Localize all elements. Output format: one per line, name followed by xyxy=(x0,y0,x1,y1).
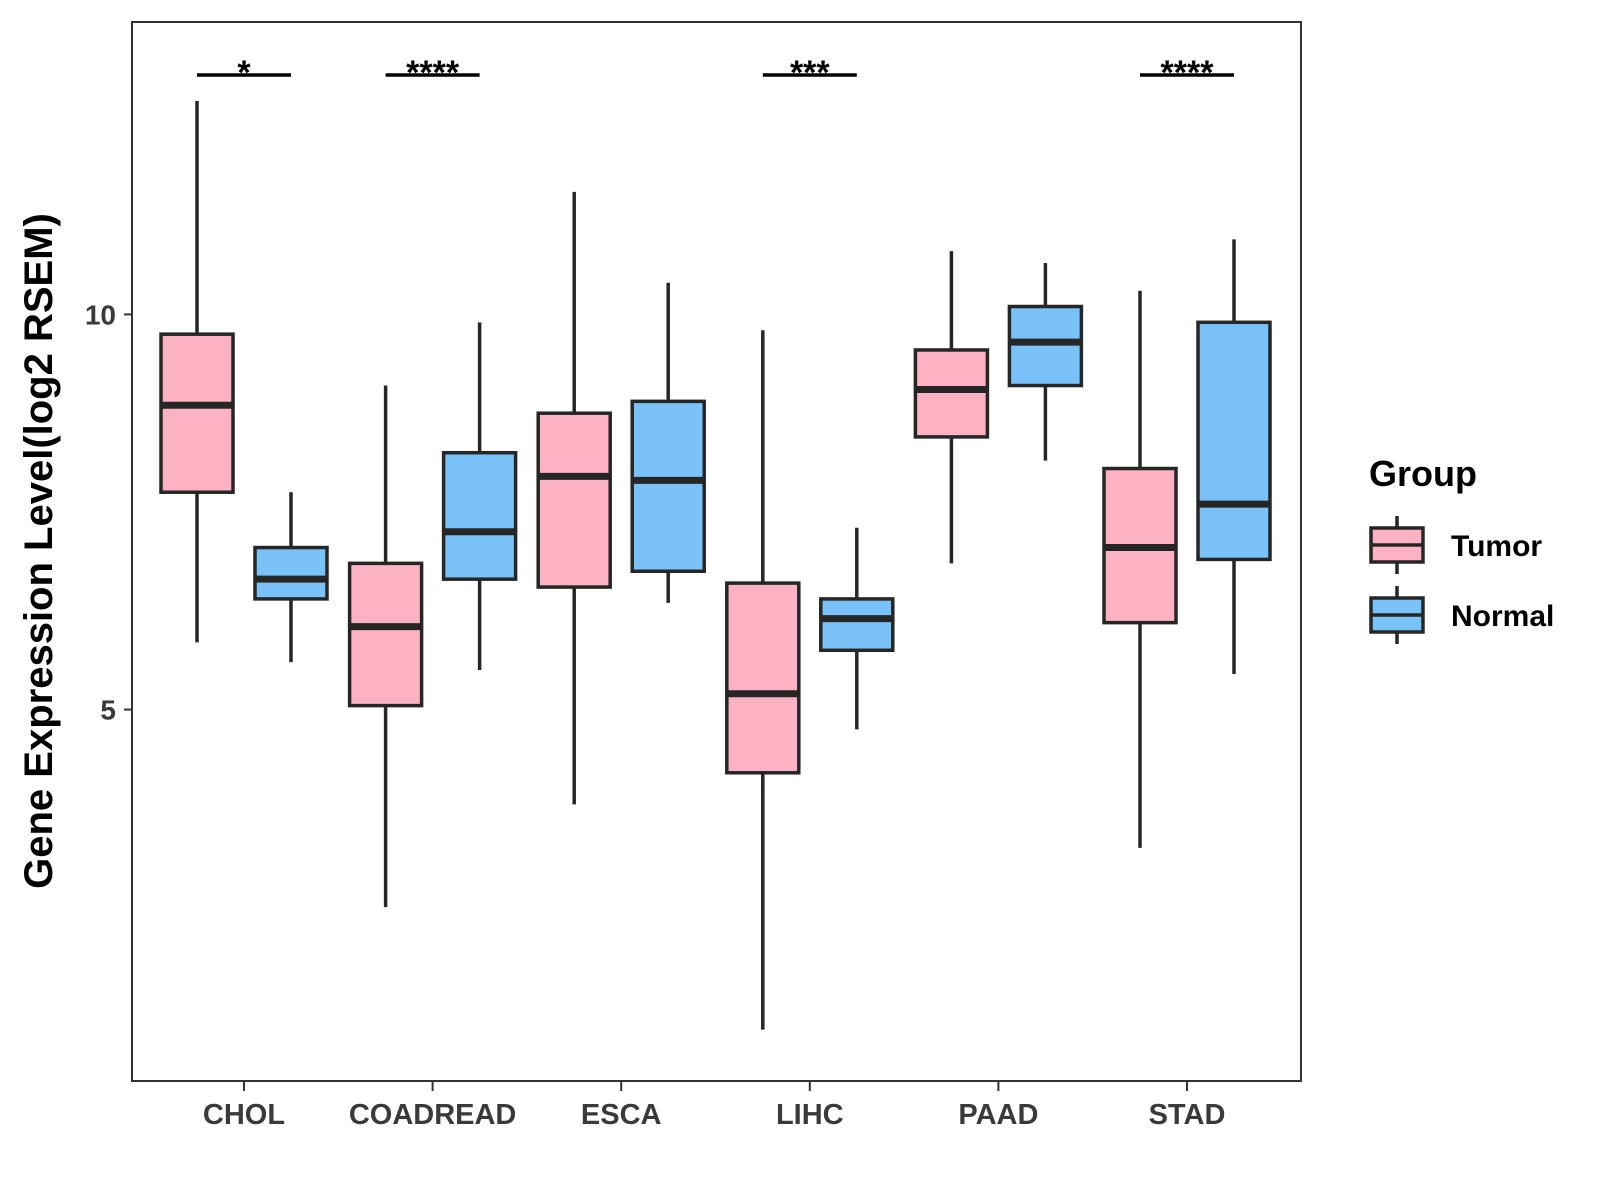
significance-chol: * xyxy=(197,54,291,92)
x-tick-label: PAAD xyxy=(958,1099,1038,1131)
box-normal-coadread xyxy=(441,322,518,671)
significance-lihc: *** xyxy=(762,54,857,92)
box-group xyxy=(159,101,1272,1030)
box-normal-lihc xyxy=(819,527,895,730)
box-normal-chol xyxy=(253,492,329,663)
box-tumor-coadread xyxy=(347,385,424,908)
box-tumor-esca xyxy=(536,191,612,805)
significance-label: *** xyxy=(790,54,830,92)
significance-label: **** xyxy=(1161,54,1215,92)
significance-group: * **** *** **** xyxy=(197,54,1234,92)
box-iqr xyxy=(1007,304,1084,388)
legend-title: Group xyxy=(1369,453,1477,494)
box-iqr xyxy=(819,597,895,653)
box-iqr xyxy=(536,411,612,589)
significance-label: **** xyxy=(406,54,460,92)
legend: Group Tumor Normal xyxy=(1369,453,1554,644)
x-tick-label: CHOL xyxy=(203,1099,285,1131)
box-iqr xyxy=(441,450,518,581)
x-tick-label: STAD xyxy=(1149,1099,1226,1131)
y-axis-title: Gene Expression Level(log2 RSEM) xyxy=(17,213,61,889)
box-iqr xyxy=(725,581,801,775)
x-tick-label: ESCA xyxy=(581,1099,662,1131)
x-axis: CHOL COADREAD ESCA LIHC PAAD STAD xyxy=(203,1081,1225,1131)
box-tumor-lihc xyxy=(725,330,801,1030)
box-tumor-stad xyxy=(1102,290,1178,848)
legend-key-normal: Normal xyxy=(1369,586,1554,644)
box-tumor-chol xyxy=(159,101,235,643)
legend-key-tumor: Tumor xyxy=(1369,516,1542,574)
box-iqr xyxy=(913,348,990,439)
plot-panel-border xyxy=(131,21,1302,1082)
y-axis: 5 10 xyxy=(85,299,132,726)
significance-label: * xyxy=(237,54,251,92)
x-tick-label: LIHC xyxy=(776,1099,844,1131)
significance-stad: **** xyxy=(1140,54,1234,92)
box-normal-stad xyxy=(1196,239,1272,674)
legend-label: Normal xyxy=(1451,600,1554,633)
box-iqr xyxy=(1196,320,1272,562)
x-tick-label: COADREAD xyxy=(349,1099,517,1131)
box-normal-esca xyxy=(630,282,706,603)
box-tumor-paad xyxy=(913,251,990,564)
box-iqr xyxy=(159,332,235,494)
legend-label: Tumor xyxy=(1451,530,1542,563)
box-iqr xyxy=(630,399,706,574)
legend-keys: Tumor Normal xyxy=(1369,516,1554,644)
significance-coadread: **** xyxy=(385,54,480,92)
box-normal-paad xyxy=(1007,263,1084,461)
y-tick-label: 5 xyxy=(100,695,116,726)
box-iqr xyxy=(347,561,424,708)
box-iqr xyxy=(253,545,329,601)
y-tick-label: 10 xyxy=(85,299,116,330)
